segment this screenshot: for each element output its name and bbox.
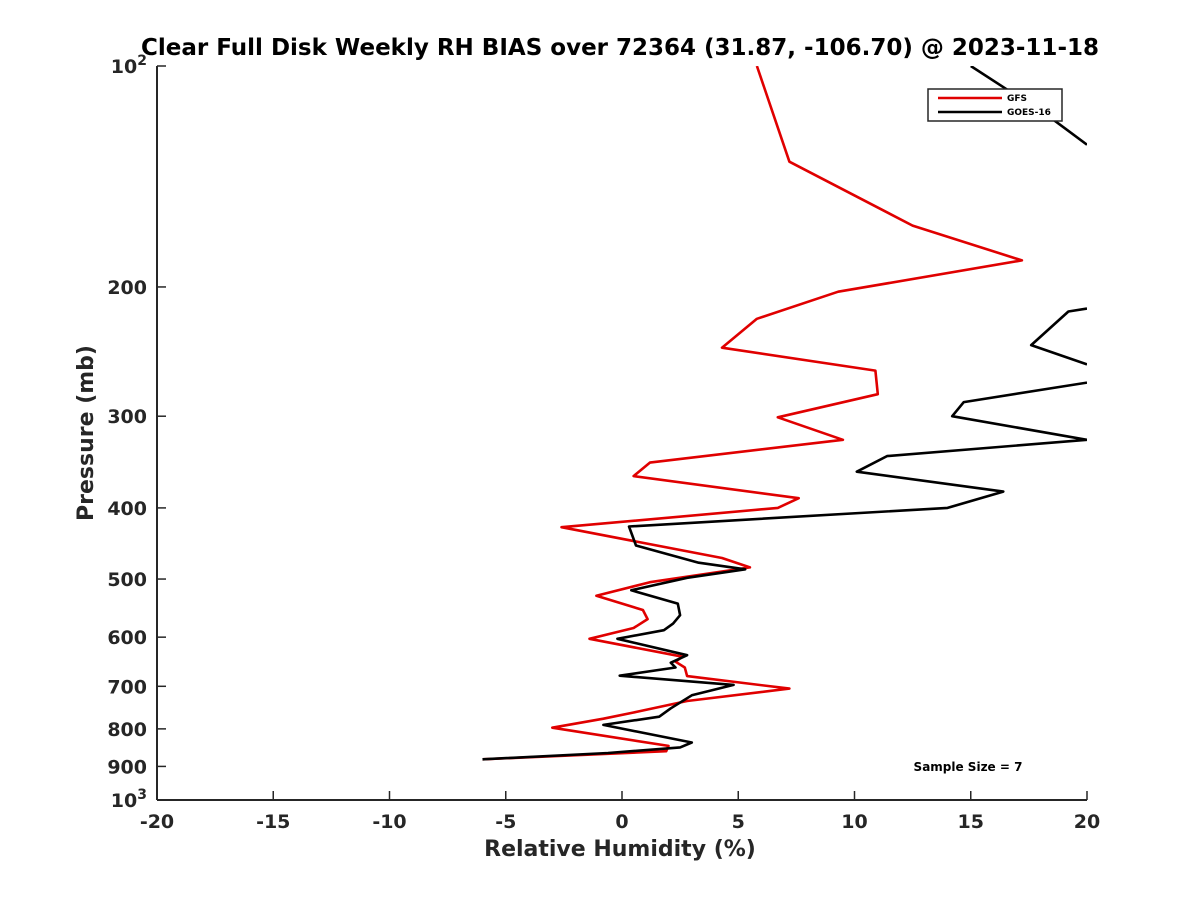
series-layer — [482, 66, 1087, 761]
x-tick-label: 15 — [958, 811, 984, 833]
sample-size-annotation: Sample Size = 7 — [914, 760, 1023, 774]
chart-legend: GFS GOES-16 — [927, 88, 1063, 122]
x-tick-label: -15 — [256, 811, 290, 833]
series-line-goes16 — [482, 381, 1087, 761]
series-line-goes16 — [1029, 307, 1087, 366]
legend-box — [927, 88, 1063, 122]
y-tick-label: 103 — [111, 787, 147, 812]
y-tick-label: 400 — [107, 498, 147, 520]
x-tick-label: -5 — [495, 811, 516, 833]
x-tick-label: -10 — [372, 811, 406, 833]
y-tick-label: 600 — [107, 627, 147, 649]
y-tick-label: 500 — [107, 569, 147, 591]
y-tick-label: 200 — [107, 277, 147, 299]
x-tick-label: -20 — [140, 811, 174, 833]
x-tick-label: 0 — [615, 811, 628, 833]
x-tick-label: 20 — [1074, 811, 1100, 833]
x-axis-label: Relative Humidity (%) — [484, 837, 756, 862]
legend-label-gfs: GFS — [1007, 94, 1027, 104]
x-tick-label: 5 — [732, 811, 745, 833]
x-tick-label: 10 — [841, 811, 867, 833]
legend-label-goes16: GOES-16 — [1007, 108, 1051, 118]
y-tick-label: 700 — [107, 676, 147, 698]
series-line-gfs — [482, 66, 1024, 761]
x-axis-ticks: -20 -15 -10 -5 0 5 10 15 20 — [140, 791, 1100, 833]
y-tick-label: 102 — [111, 53, 147, 78]
y-tick-label: 900 — [107, 756, 147, 778]
y-tick-label: 300 — [107, 406, 147, 428]
y-axis-label: Pressure (mb) — [74, 345, 99, 521]
y-axis-ticks: 102 200 300 400 500 600 700 800 900 103 — [107, 53, 166, 812]
chart-title: Clear Full Disk Weekly RH BIAS over 7236… — [141, 35, 1099, 61]
y-tick-label: 800 — [107, 719, 147, 741]
